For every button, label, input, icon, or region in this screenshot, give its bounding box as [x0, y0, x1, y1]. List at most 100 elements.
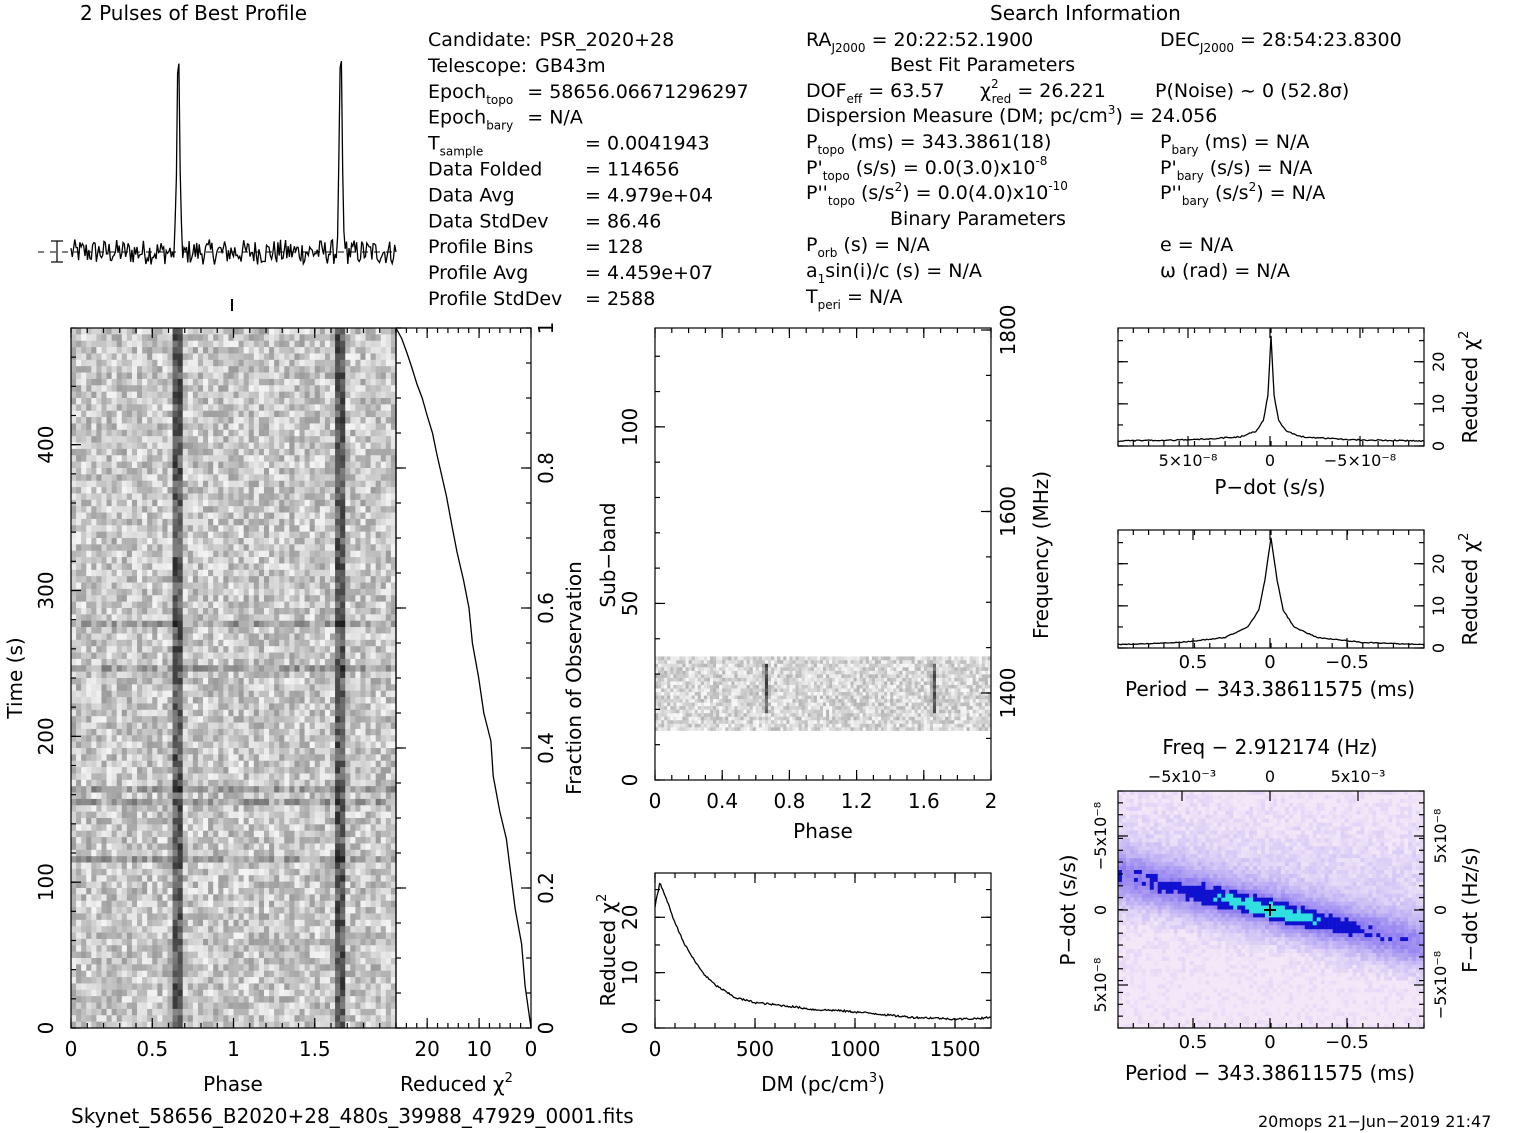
tp-cell [238, 716, 244, 723]
tp-cell [345, 550, 351, 558]
tp-cell [218, 754, 224, 762]
tp-cell [131, 474, 138, 482]
tp-cell [274, 716, 280, 723]
tp-cell [111, 614, 118, 622]
tp-cell [284, 735, 290, 742]
tp-cell [345, 417, 351, 424]
tp-cell [86, 398, 92, 405]
tp-cell [228, 328, 234, 335]
tp-cell [243, 404, 250, 412]
tp-cell [248, 410, 255, 418]
tp-cell [284, 608, 290, 615]
tp-cell [91, 563, 97, 571]
tp-cell [263, 531, 270, 539]
tp-cell [157, 614, 163, 622]
tp-cell [253, 347, 260, 354]
tp-cell [121, 582, 128, 590]
tp-cell [233, 391, 239, 399]
tp-cell [365, 550, 371, 558]
tp-cell [345, 703, 351, 711]
tp-cell [101, 671, 107, 679]
tp-cell [289, 576, 295, 583]
tp-cell [96, 620, 102, 628]
tp-cell [345, 468, 351, 475]
tp-cell [187, 709, 194, 717]
tp-cell [299, 410, 305, 418]
tp-cell [350, 340, 356, 348]
tp-cell [182, 627, 189, 634]
tp-cell [263, 684, 270, 692]
tp-cell [121, 735, 128, 742]
tp-cell [137, 684, 143, 692]
tp-cell [263, 404, 270, 412]
tp-cell [350, 538, 356, 545]
tp-cell [111, 620, 118, 628]
tp-cell [385, 417, 392, 424]
tp-cell [116, 722, 123, 730]
tp-cell [111, 480, 118, 488]
tp-cell [375, 340, 382, 348]
tp-cell [304, 480, 310, 488]
tp-cell [96, 455, 102, 462]
tp-cell [385, 741, 392, 749]
tp-cell [96, 658, 102, 666]
tp-cell [172, 544, 178, 552]
tp-cell [131, 811, 138, 819]
tp-cell [121, 499, 128, 507]
tp-cell [157, 716, 163, 723]
tp-cell [375, 550, 382, 558]
tp-cell [167, 512, 173, 520]
tp-cell [218, 448, 224, 456]
tp-cell [177, 512, 184, 520]
tp-cell [335, 334, 341, 342]
tp-cell [218, 639, 224, 647]
tp-cell [162, 684, 168, 692]
tp-cell [309, 805, 316, 812]
tp-cell [253, 474, 260, 482]
tp-cell [370, 684, 376, 692]
tp-cell [197, 627, 204, 634]
tp-cell [76, 499, 82, 507]
tp-cell [248, 709, 255, 717]
tp-cell [284, 569, 290, 577]
tp-cell [121, 627, 128, 634]
tp-cell [375, 385, 382, 392]
tp-cell [162, 385, 168, 392]
tp-cell [258, 754, 265, 762]
tp-cell [258, 684, 265, 692]
tp-cell [370, 461, 376, 469]
tp-cell [157, 678, 163, 685]
tp-cell [274, 748, 280, 755]
tp-cell [116, 506, 123, 513]
pddot-topo-field: P''topo (s/s2) = 0.0(4.0)x10-10 [806, 179, 1068, 208]
tp-cell [375, 417, 382, 424]
tp-cell [137, 582, 143, 590]
tp-cell [116, 493, 123, 501]
tp-cell [147, 474, 153, 482]
tp-cell [375, 569, 382, 577]
tp-cell [162, 620, 168, 628]
tp-cell [106, 480, 112, 488]
tp-cell [152, 429, 158, 437]
tp-cell [304, 773, 310, 781]
tp-cell [279, 760, 285, 768]
tp-cell [86, 372, 92, 380]
tp-cell [238, 461, 244, 469]
tp-cell [142, 627, 148, 634]
tp-cell [96, 493, 102, 501]
tp-cell [345, 582, 351, 590]
tp-cell [203, 487, 209, 494]
tp-cell [81, 417, 87, 424]
tp-cell [390, 722, 397, 730]
tp-cell [203, 557, 209, 564]
tp-cell [152, 480, 158, 488]
tp-cell [131, 442, 138, 450]
tp-cell [309, 429, 316, 437]
tp-cell [91, 398, 97, 405]
tp-cell [390, 391, 397, 399]
tp-cell [106, 493, 112, 501]
tp-cell [284, 646, 290, 653]
tp-cell [238, 646, 244, 653]
tp-cell [304, 398, 310, 405]
tp-cell [223, 436, 229, 443]
